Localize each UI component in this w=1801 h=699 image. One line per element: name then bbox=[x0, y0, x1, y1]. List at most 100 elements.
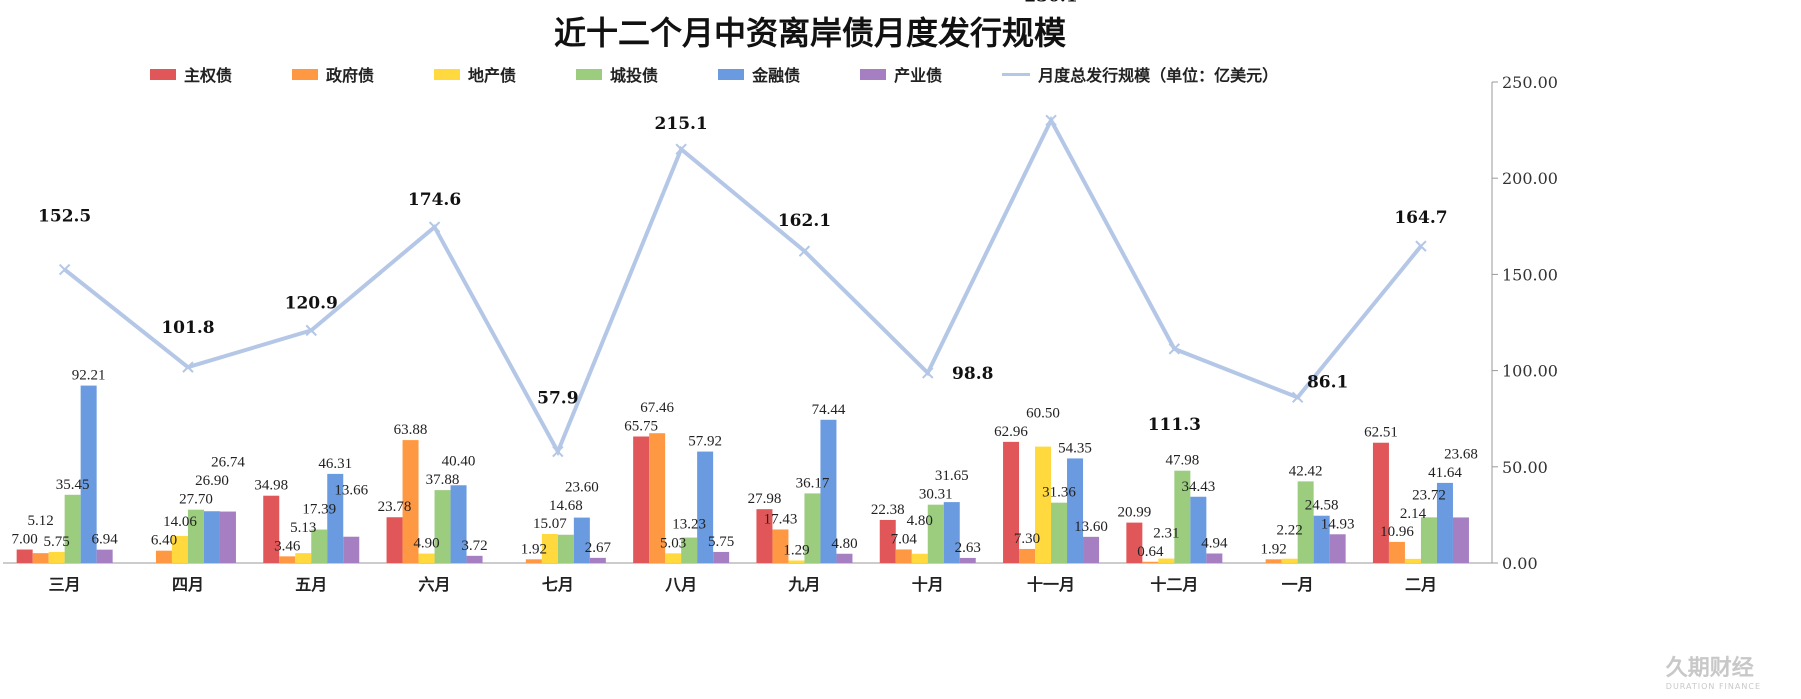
bar-data-label: 13.66 bbox=[334, 483, 368, 499]
bar-data-label: 7.04 bbox=[891, 531, 918, 547]
bar-主权债 bbox=[756, 509, 773, 563]
bar-data-label: 74.44 bbox=[812, 402, 846, 418]
bar-政府债 bbox=[525, 559, 542, 563]
legend-line-swatch bbox=[1002, 72, 1031, 76]
bar-产业债 bbox=[589, 557, 606, 563]
bar-data-label: 37.88 bbox=[426, 472, 460, 488]
legend-item: 政府债 bbox=[292, 62, 374, 86]
bar-data-label: 17.43 bbox=[764, 511, 798, 527]
bar-data-label: 67.46 bbox=[640, 400, 674, 416]
legend-swatch bbox=[150, 68, 176, 80]
bar-data-label: 1.29 bbox=[783, 543, 809, 559]
line-marker bbox=[552, 445, 564, 458]
legend-label: 主权债 bbox=[184, 66, 233, 85]
line-marker bbox=[675, 143, 687, 155]
bar-data-label: 23.78 bbox=[378, 499, 412, 515]
bar-data-label: 5.75 bbox=[708, 534, 734, 550]
bar-data-label: 0.64 bbox=[1137, 544, 1164, 560]
bar-地产债 bbox=[171, 535, 188, 563]
bar-政府债 bbox=[1019, 548, 1036, 563]
line-data-label: 120.9 bbox=[285, 293, 338, 313]
watermark-subtext: DURATION FINANCE bbox=[1665, 682, 1761, 691]
bar-地产债 bbox=[295, 553, 312, 563]
bar-data-label: 7.00 bbox=[12, 532, 38, 548]
bar-data-label: 92.21 bbox=[72, 368, 106, 384]
line-marker bbox=[922, 367, 934, 379]
bar-金融债 bbox=[80, 385, 97, 563]
legend-label: 产业债 bbox=[894, 66, 943, 85]
bar-城投债 bbox=[1420, 517, 1437, 563]
legend-item: 地产债 bbox=[434, 62, 516, 86]
legend-swatch bbox=[718, 68, 745, 80]
bar-城投债 bbox=[1051, 502, 1068, 563]
legend-item: 主权债 bbox=[150, 62, 232, 86]
legend-label: 金融债 bbox=[752, 66, 801, 85]
bar-地产债 bbox=[911, 553, 928, 563]
bar-产业债 bbox=[96, 549, 113, 563]
y-tick-label: 150.00 bbox=[1502, 265, 1558, 284]
bar-政府债 bbox=[1142, 561, 1159, 563]
bar-地产债 bbox=[665, 553, 682, 563]
legend-label: 地产债 bbox=[468, 66, 517, 85]
bar-data-label: 57.92 bbox=[688, 434, 722, 450]
bar-产业债 bbox=[1206, 553, 1223, 563]
bar-data-label: 22.38 bbox=[871, 502, 905, 518]
bar-data-label: 31.36 bbox=[1042, 485, 1076, 501]
bar-data-label: 14.06 bbox=[163, 514, 197, 530]
bar-金融债 bbox=[1313, 515, 1330, 563]
bar-金融债 bbox=[1190, 496, 1207, 563]
bar-政府债 bbox=[32, 553, 49, 563]
bar-data-label: 10.96 bbox=[1380, 524, 1414, 540]
bar-data-label: 2.22 bbox=[1277, 523, 1303, 539]
bar-产业债 bbox=[466, 555, 483, 563]
line-data-label: 98.8 bbox=[952, 364, 993, 384]
bar-data-label: 23.72 bbox=[1412, 487, 1446, 503]
bar-data-label: 35.45 bbox=[56, 477, 90, 493]
x-tick-label: 六月 bbox=[419, 575, 451, 594]
bar-主权债 bbox=[879, 519, 896, 563]
bar-data-label: 27.70 bbox=[179, 492, 213, 508]
bar-data-label: 62.51 bbox=[1364, 425, 1398, 441]
line-data-label: 174.6 bbox=[408, 190, 461, 210]
legend-item-line: 月度总发行规模（单位：亿美元） bbox=[1002, 62, 1278, 86]
line-marker bbox=[1045, 114, 1057, 126]
x-tick-label: 十二月 bbox=[1150, 575, 1198, 594]
line-marker bbox=[305, 324, 317, 337]
bar-政府债 bbox=[1388, 541, 1405, 563]
bar-城投债 bbox=[1174, 470, 1191, 563]
bar-data-label: 42.42 bbox=[1289, 463, 1323, 479]
bar-产业债 bbox=[1083, 536, 1100, 563]
bar-data-label: 1.92 bbox=[1261, 541, 1287, 557]
x-tick-label: 十月 bbox=[912, 575, 944, 594]
bar-城投债 bbox=[927, 504, 944, 563]
bar-data-label: 3.72 bbox=[461, 538, 487, 554]
bar-地产债 bbox=[1404, 558, 1421, 563]
bar-政府债 bbox=[279, 556, 296, 563]
x-tick-label: 七月 bbox=[542, 575, 574, 594]
bar-data-label: 36.17 bbox=[796, 475, 830, 491]
bar-金融债 bbox=[1067, 458, 1084, 563]
bar-data-label: 27.98 bbox=[748, 491, 782, 507]
bar-主权债 bbox=[263, 495, 280, 563]
line-data-label: 152.5 bbox=[38, 207, 91, 227]
bar-data-label: 23.68 bbox=[1444, 446, 1478, 462]
bar-data-label: 14.68 bbox=[549, 498, 583, 514]
bar-data-label: 34.98 bbox=[254, 478, 288, 494]
x-tick-label: 一月 bbox=[1282, 575, 1314, 594]
bar-data-label: 4.94 bbox=[1201, 535, 1228, 551]
y-tick-label: 0.00 bbox=[1502, 554, 1538, 573]
x-tick-label: 十一月 bbox=[1027, 575, 1075, 594]
bar-data-label: 54.35 bbox=[1058, 440, 1092, 456]
x-tick-label: 四月 bbox=[172, 575, 204, 594]
bar-金融债 bbox=[820, 419, 837, 563]
bar-地产债 bbox=[418, 553, 435, 563]
legend-label: 城投债 bbox=[610, 66, 659, 85]
bar-金融债 bbox=[573, 517, 590, 563]
y-tick-label: 100.00 bbox=[1502, 362, 1558, 381]
y-tick-label: 200.00 bbox=[1502, 169, 1558, 188]
bar-data-label: 20.99 bbox=[1117, 505, 1151, 521]
bar-产业债 bbox=[1452, 517, 1469, 563]
bar-data-label: 26.90 bbox=[195, 473, 229, 489]
bar-data-label: 62.96 bbox=[994, 424, 1028, 440]
bar-data-label: 26.74 bbox=[211, 455, 245, 471]
